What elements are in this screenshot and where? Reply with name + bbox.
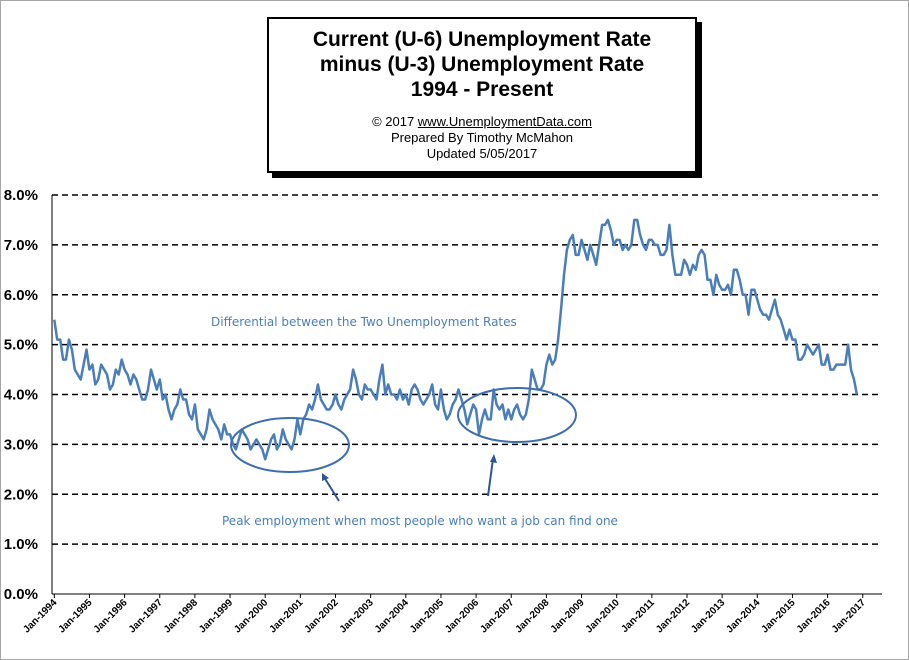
updated-date: Updated 5/05/2017 <box>426 146 538 161</box>
y-tick-labels: 0.0% 1.0% 2.0% 3.0% 4.0% 5.0% 6.0% 7.0% 8.0% <box>4 187 38 603</box>
x-tick-label: Jan-2013 <box>689 597 727 635</box>
annotations: Differential between the Two Unemploymen… <box>211 315 618 528</box>
x-tick-label: Jan-1996 <box>92 597 130 635</box>
x-tick-label: Jan-1997 <box>127 597 165 635</box>
x-tick-label: Jan-2016 <box>795 597 833 635</box>
arrow-line-2000 <box>323 476 340 502</box>
axes <box>51 195 882 598</box>
grid-lines <box>52 194 882 545</box>
peak-ellipse-2000 <box>230 417 350 473</box>
chart-title-line-2: minus (U-3) Unemployment Rate <box>319 53 645 76</box>
y-tick-label: 6.0% <box>4 287 38 304</box>
data-series <box>53 218 859 461</box>
y-tick-label: 8.0% <box>4 187 38 204</box>
x-tick-label: Jan-2014 <box>724 597 762 635</box>
source-link[interactable]: www.UnemploymentData.com <box>417 114 592 129</box>
chart-title-line-3: 1994 - Present <box>410 78 554 101</box>
x-tick-label: Jan-2007 <box>478 597 516 635</box>
x-tick-label: Jan-2010 <box>584 597 622 635</box>
y-tick-label: 5.0% <box>4 337 38 354</box>
y-tick-label: 2.0% <box>4 486 38 503</box>
x-tick-label: Jan-2017 <box>830 597 868 635</box>
x-tick-label: Jan-1995 <box>57 597 95 635</box>
x-tick-label: Jan-2001 <box>267 597 305 635</box>
peak-ellipse-2007 <box>457 387 577 443</box>
arrow-head-2007 <box>490 454 497 463</box>
copyright-text: © 2017 <box>372 114 418 129</box>
x-tick-label: Jan-2004 <box>373 597 411 635</box>
x-tick-label: Jan-2015 <box>760 597 798 635</box>
y-tick-label: 3.0% <box>4 436 38 453</box>
chart-title-line-1: Current (U-6) Unemployment Rate <box>312 28 652 51</box>
x-tick-label: Jan-2005 <box>408 597 446 635</box>
title-box: Current (U-6) Unemployment Rate minus (U… <box>267 17 697 173</box>
x-tick-label: Jan-2003 <box>338 597 376 635</box>
x-tick-label: Jan-2009 <box>549 597 587 635</box>
peak-employment-annotation: Peak employment when most people who wan… <box>222 514 618 528</box>
y-tick-label: 1.0% <box>4 536 38 553</box>
differential-annotation: Differential between the Two Unemploymen… <box>211 315 517 329</box>
x-tick-labels: Jan-1994Jan-1995Jan-1996Jan-1997Jan-1998… <box>21 597 868 635</box>
x-tick-label: Jan-2006 <box>443 597 481 635</box>
x-tick-label: Jan-2008 <box>513 597 551 635</box>
arrow-line-2007 <box>487 458 494 497</box>
arrow-head-2000 <box>322 473 329 481</box>
x-tick-label: Jan-2012 <box>654 597 692 635</box>
x-tick-label: Jan-1998 <box>162 597 200 635</box>
y-tick-label: 4.0% <box>4 387 38 404</box>
x-tick-label: Jan-2000 <box>232 597 270 635</box>
y-tick-label: 0.0% <box>4 586 38 603</box>
x-tick-label: Jan-2002 <box>303 597 341 635</box>
series-line <box>53 218 859 461</box>
x-tick-label: Jan-2011 <box>619 597 657 635</box>
x-tick-label: Jan-1999 <box>197 597 235 635</box>
copyright-line: © 2017 www.UnemploymentData.com <box>269 114 695 130</box>
y-tick-label: 7.0% <box>4 237 38 254</box>
prepared-by: Prepared By Timothy McMahon <box>390 130 574 145</box>
